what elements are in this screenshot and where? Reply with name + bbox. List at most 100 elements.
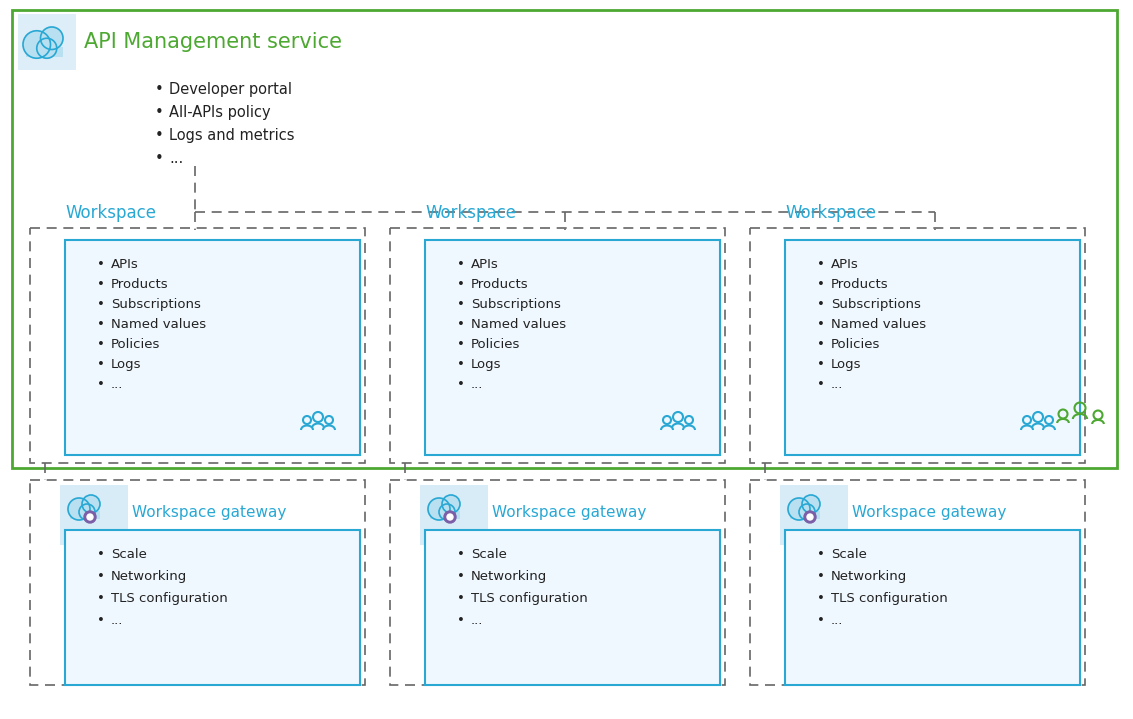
Text: Workspace gateway: Workspace gateway [133, 505, 287, 521]
Circle shape [68, 498, 90, 520]
Text: Products: Products [111, 278, 169, 291]
Text: •: • [817, 338, 825, 351]
Circle shape [802, 495, 820, 513]
Text: Subscriptions: Subscriptions [111, 298, 201, 311]
Text: TLS configuration: TLS configuration [471, 592, 588, 605]
FancyBboxPatch shape [425, 530, 719, 685]
Circle shape [807, 514, 813, 520]
Text: •: • [817, 358, 825, 371]
Text: Scale: Scale [111, 548, 147, 561]
Circle shape [23, 31, 51, 58]
Text: •: • [457, 548, 465, 561]
Text: •: • [97, 298, 105, 311]
Text: ...: ... [111, 614, 123, 627]
Text: ...: ... [111, 378, 123, 391]
Text: ...: ... [830, 614, 843, 627]
Circle shape [448, 514, 453, 520]
Text: Workspace: Workspace [425, 204, 516, 222]
Circle shape [82, 495, 100, 513]
FancyBboxPatch shape [420, 485, 488, 545]
Text: Products: Products [471, 278, 529, 291]
FancyBboxPatch shape [425, 240, 719, 455]
Text: •: • [457, 258, 465, 271]
Text: ...: ... [169, 151, 184, 166]
Text: •: • [97, 548, 105, 561]
Circle shape [41, 27, 63, 50]
Circle shape [79, 504, 95, 520]
Text: •: • [817, 298, 825, 311]
FancyBboxPatch shape [785, 530, 1080, 685]
Text: APIs: APIs [471, 258, 499, 271]
Text: Workspace gateway: Workspace gateway [852, 505, 1006, 521]
Text: •: • [97, 592, 105, 605]
Text: •: • [457, 298, 465, 311]
Text: Workspace: Workspace [785, 204, 876, 222]
FancyBboxPatch shape [65, 240, 360, 455]
Text: •: • [97, 258, 105, 271]
Text: •: • [97, 614, 105, 627]
Text: •: • [457, 278, 465, 291]
Text: •: • [457, 570, 465, 583]
Text: Workspace: Workspace [65, 204, 156, 222]
Circle shape [438, 504, 455, 520]
FancyBboxPatch shape [70, 511, 100, 519]
Circle shape [787, 498, 810, 520]
Text: •: • [457, 614, 465, 627]
Circle shape [442, 495, 460, 513]
Text: Policies: Policies [471, 338, 520, 351]
Text: Policies: Policies [830, 338, 880, 351]
Circle shape [428, 498, 450, 520]
Text: •: • [817, 258, 825, 271]
Text: Workspace gateway: Workspace gateway [492, 505, 646, 521]
FancyBboxPatch shape [790, 511, 820, 519]
Text: ...: ... [830, 378, 843, 391]
Text: Products: Products [830, 278, 888, 291]
Text: Named values: Named values [471, 318, 566, 331]
Text: Networking: Networking [471, 570, 547, 583]
Text: All-APIs policy: All-APIs policy [169, 105, 271, 120]
FancyBboxPatch shape [18, 14, 76, 70]
Text: Logs and metrics: Logs and metrics [169, 128, 295, 143]
Text: •: • [457, 318, 465, 331]
Text: •: • [97, 378, 105, 391]
Text: TLS configuration: TLS configuration [830, 592, 947, 605]
Circle shape [804, 511, 816, 523]
Circle shape [799, 504, 815, 520]
Text: Networking: Networking [830, 570, 908, 583]
Text: •: • [97, 358, 105, 371]
Text: •: • [457, 358, 465, 371]
Text: •: • [155, 151, 164, 166]
Text: Logs: Logs [111, 358, 142, 371]
Text: •: • [457, 592, 465, 605]
Text: •: • [457, 378, 465, 391]
Text: Named values: Named values [830, 318, 926, 331]
Text: •: • [155, 105, 164, 120]
FancyBboxPatch shape [60, 485, 128, 545]
FancyBboxPatch shape [12, 10, 1117, 468]
Text: ...: ... [471, 378, 484, 391]
Text: Logs: Logs [830, 358, 861, 371]
Circle shape [84, 511, 96, 523]
Text: Scale: Scale [830, 548, 867, 561]
FancyBboxPatch shape [780, 485, 847, 545]
Text: APIs: APIs [830, 258, 859, 271]
Text: APIs: APIs [111, 258, 138, 271]
Text: Networking: Networking [111, 570, 187, 583]
Text: Policies: Policies [111, 338, 161, 351]
Text: •: • [97, 278, 105, 291]
Text: •: • [817, 570, 825, 583]
Text: •: • [155, 82, 164, 97]
Text: •: • [817, 318, 825, 331]
Text: •: • [97, 318, 105, 331]
Text: Scale: Scale [471, 548, 506, 561]
Text: API Management service: API Management service [84, 32, 342, 52]
FancyBboxPatch shape [785, 240, 1080, 455]
Circle shape [36, 38, 57, 58]
Text: Named values: Named values [111, 318, 206, 331]
Text: •: • [817, 614, 825, 627]
FancyBboxPatch shape [26, 47, 63, 57]
Text: •: • [97, 338, 105, 351]
Text: ...: ... [471, 614, 484, 627]
Text: •: • [817, 378, 825, 391]
Circle shape [444, 511, 455, 523]
